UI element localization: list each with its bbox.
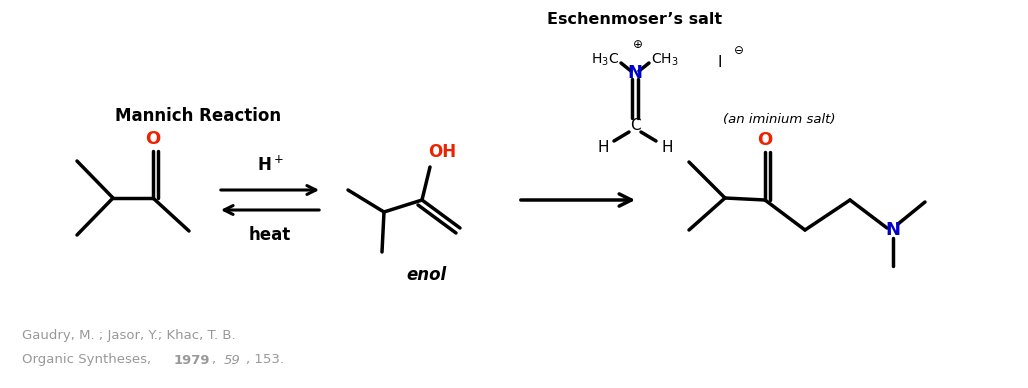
Text: C: C <box>630 118 640 132</box>
Text: H$^+$: H$^+$ <box>257 155 284 175</box>
Text: ,: , <box>212 353 220 367</box>
Text: heat: heat <box>249 226 291 244</box>
Text: 1979: 1979 <box>174 353 211 367</box>
Text: Organic Syntheses,: Organic Syntheses, <box>22 353 155 367</box>
Text: N: N <box>885 221 901 239</box>
Text: $\mathsf{CH_3}$: $\mathsf{CH_3}$ <box>651 52 678 68</box>
Text: O: O <box>758 131 773 149</box>
Text: enol: enol <box>407 266 447 284</box>
Text: N: N <box>627 64 642 82</box>
Text: $\mathsf{H_3C}$: $\mathsf{H_3C}$ <box>591 52 619 68</box>
Text: (an iminium salt): (an iminium salt) <box>723 114 836 126</box>
Text: O: O <box>145 130 160 148</box>
Text: $\ominus$: $\ominus$ <box>733 45 743 57</box>
Text: Eschenmoser’s salt: Eschenmoser’s salt <box>548 12 723 28</box>
Text: H: H <box>597 140 609 156</box>
Text: H: H <box>661 140 672 156</box>
Text: , 153.: , 153. <box>246 353 284 367</box>
Text: $\oplus$: $\oplus$ <box>631 38 642 52</box>
Text: I: I <box>718 55 723 71</box>
Text: Mannich Reaction: Mannich Reaction <box>115 107 281 125</box>
Text: 59: 59 <box>224 353 241 367</box>
Text: Gaudry, M. ; Jasor, Y.; Khac, T. B.: Gaudry, M. ; Jasor, Y.; Khac, T. B. <box>22 329 235 343</box>
Text: OH: OH <box>428 143 456 161</box>
